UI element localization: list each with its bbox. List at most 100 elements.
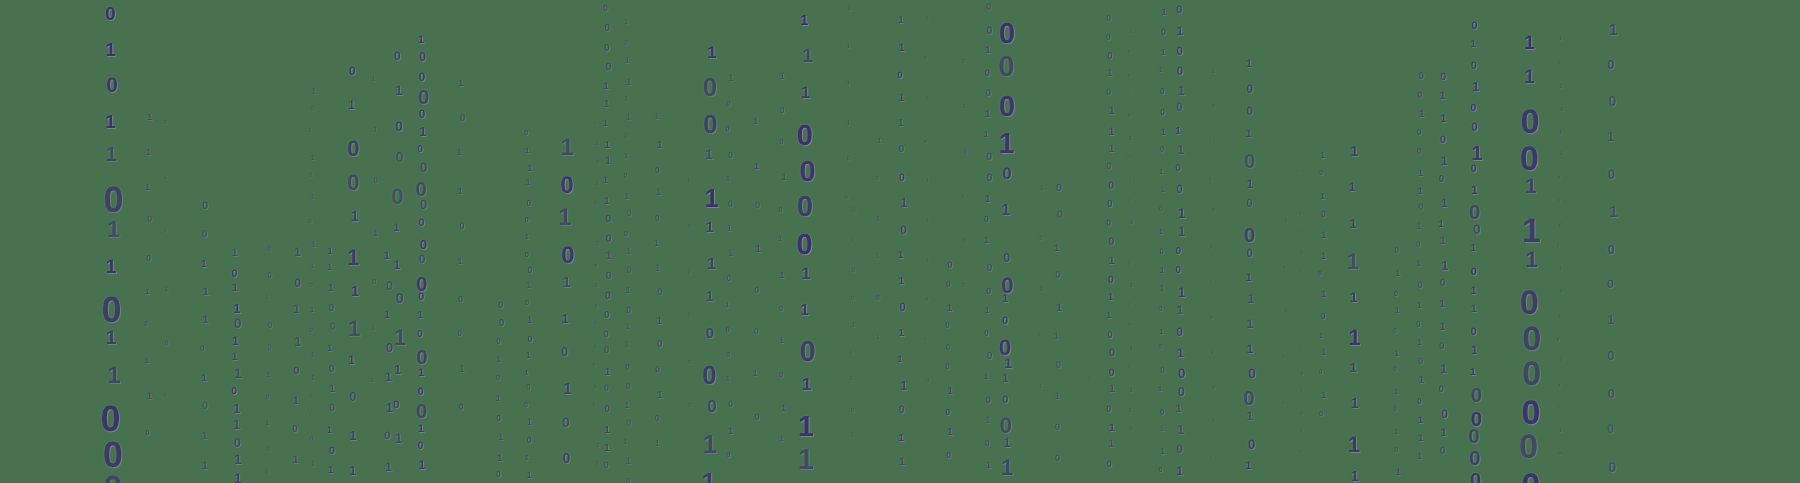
binary-digit: 0 xyxy=(626,305,632,316)
binary-digit: 0 xyxy=(457,328,462,338)
binary-digit: 1 xyxy=(1054,242,1060,253)
binary-digit: 1 xyxy=(232,335,239,349)
binary-digit: 1 xyxy=(1348,179,1356,194)
binary-digit: 1 xyxy=(778,236,783,244)
binary-digit: 0 xyxy=(231,267,238,280)
binary-digit: 0 xyxy=(998,51,1015,84)
binary-digit: 0 xyxy=(1470,265,1477,278)
binary-digit: 1 xyxy=(233,402,241,416)
binary-digit: 0 xyxy=(1158,465,1163,474)
binary-digit: 1 xyxy=(1559,265,1563,272)
binary-digit: 0 xyxy=(850,406,855,414)
binary-digit: 1 xyxy=(800,13,809,29)
binary-digit: 1 xyxy=(1349,289,1358,305)
binary-digit: 0 xyxy=(265,468,269,476)
binary-digit: 1 xyxy=(234,452,242,468)
binary-digit: 1 xyxy=(231,247,238,260)
binary-digit: 0 xyxy=(1246,105,1253,118)
binary-digit: 1 xyxy=(1177,142,1185,157)
binary-digit: 1 xyxy=(1470,366,1476,378)
binary-digit: 1 xyxy=(984,108,991,120)
binary-digit: 0 xyxy=(983,213,989,224)
binary-digit: 0 xyxy=(1089,262,1093,269)
binary-digit: 1 xyxy=(310,372,315,382)
binary-digit: 1 xyxy=(1128,237,1131,243)
binary-digit: 1 xyxy=(1416,221,1422,232)
binary-digit: 1 xyxy=(1395,305,1400,315)
binary-digit: 1 xyxy=(1128,198,1132,204)
binary-digit: 1 xyxy=(1609,22,1618,40)
binary-digit: 1 xyxy=(755,244,762,256)
binary-digit: 1 xyxy=(266,370,271,379)
binary-digit: 1 xyxy=(1128,407,1132,414)
binary-digit: 0 xyxy=(702,74,718,103)
binary-digit: 0 xyxy=(1106,160,1112,171)
binary-digit: 0 xyxy=(395,150,404,167)
binary-digit: 0 xyxy=(986,285,992,297)
binary-digit: 0 xyxy=(1417,395,1422,406)
binary-digit: 1 xyxy=(1107,292,1114,304)
binary-digit: 1 xyxy=(310,193,315,202)
binary-digit: 0 xyxy=(1212,384,1216,391)
binary-digit: 0 xyxy=(1607,277,1614,292)
binary-digit: 0 xyxy=(347,170,360,196)
binary-digit: 1 xyxy=(1300,387,1303,393)
binary-digit: 1 xyxy=(526,469,532,480)
binary-digit: 0 xyxy=(102,434,123,475)
binary-digit: 1 xyxy=(1177,345,1184,360)
binary-digit: 1 xyxy=(897,352,903,364)
binary-digit: 0 xyxy=(654,212,660,223)
binary-digit: 0 xyxy=(201,400,208,413)
binary-digit: 0 xyxy=(1393,366,1397,374)
binary-digit: 1 xyxy=(983,372,989,382)
binary-digit: 1 xyxy=(373,228,378,238)
binary-digit: 1 xyxy=(105,144,117,166)
binary-digit: 1 xyxy=(1559,83,1563,90)
binary-digit: 1 xyxy=(728,425,734,436)
binary-digit: 1 xyxy=(1472,79,1480,95)
binary-digit: 0 xyxy=(459,221,465,233)
binary-digit: 1 xyxy=(876,215,880,223)
binary-digit: 0 xyxy=(1473,221,1481,237)
binary-digit: 0 xyxy=(592,362,596,368)
binary-digit: 1 xyxy=(525,178,531,188)
binary-digit: 0 xyxy=(844,194,848,201)
binary-digit: 1 xyxy=(1297,287,1300,292)
binary-digit: 1 xyxy=(1209,175,1212,181)
binary-digit: 1 xyxy=(984,234,990,245)
binary-digit: 0 xyxy=(797,191,814,224)
binary-digit: 0 xyxy=(526,382,531,392)
binary-digit: 1 xyxy=(1246,176,1254,191)
binary-digit: 1 xyxy=(1160,446,1165,457)
binary-digit: 0 xyxy=(926,378,930,385)
binary-digit: 0 xyxy=(372,277,377,287)
binary-digit: 0 xyxy=(603,42,610,54)
binary-digit: 0 xyxy=(1284,307,1288,314)
binary-digit: 1 xyxy=(725,374,730,383)
binary-digit: 1 xyxy=(1087,207,1090,213)
binary-digit: 1 xyxy=(702,431,717,459)
binary-digit: 0 xyxy=(688,224,692,231)
binary-digit: 0 xyxy=(1128,323,1132,329)
binary-digit: 1 xyxy=(1177,223,1186,239)
binary-digit: 1 xyxy=(1001,202,1011,220)
binary-digit: 0 xyxy=(1439,277,1446,290)
binary-digit: 1 xyxy=(326,424,332,435)
binary-digit: 0 xyxy=(849,349,853,356)
binary-digit: 1 xyxy=(897,250,904,262)
binary-digit: 1 xyxy=(1158,65,1163,74)
binary-digit: 1 xyxy=(900,196,908,211)
binary-digit: 1 xyxy=(846,42,850,50)
binary-digit: 1 xyxy=(925,178,929,184)
binary-digit: 0 xyxy=(1607,349,1615,364)
binary-digit: 0 xyxy=(753,325,759,336)
binary-digit: 0 xyxy=(526,197,532,208)
binary-digit: 1 xyxy=(946,302,953,314)
